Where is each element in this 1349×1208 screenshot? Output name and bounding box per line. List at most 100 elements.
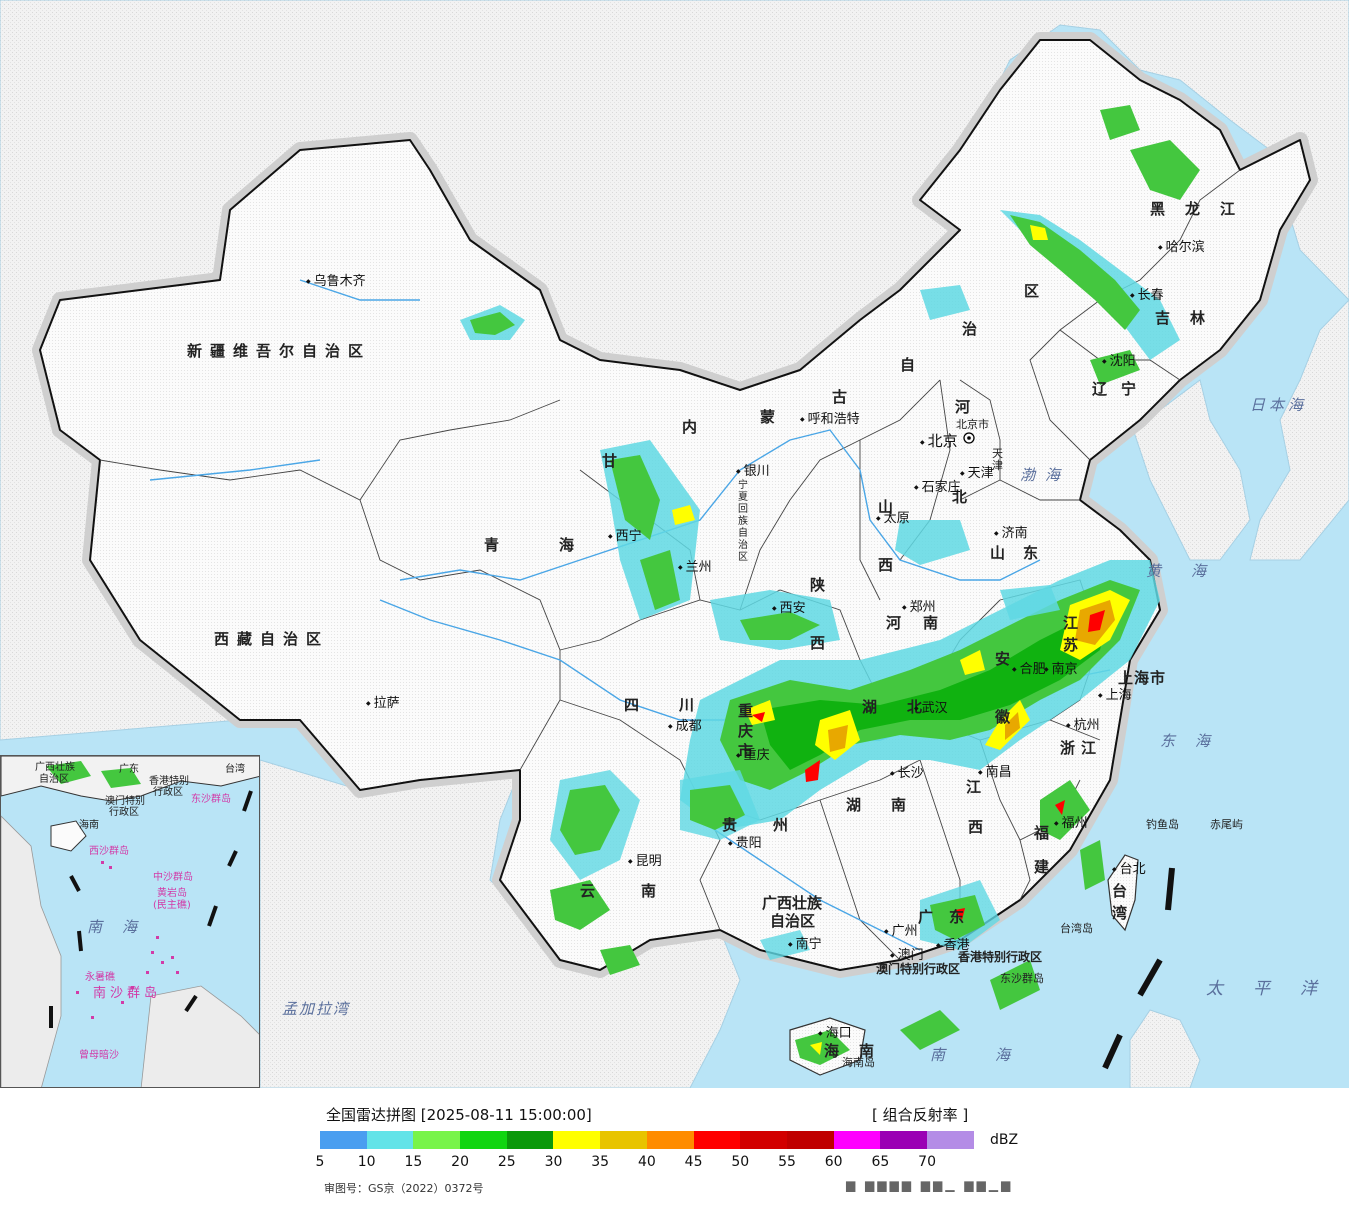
color-swatch-5 (553, 1131, 601, 1149)
city-shanghai: 上海 (1098, 684, 1132, 703)
city-tianjin: 天津 (960, 462, 994, 481)
island-diaoyu: 钓鱼岛 (1146, 818, 1179, 831)
legend-tick: 45 (684, 1154, 703, 1170)
city-huhehaote: 呼和浩特 (800, 408, 860, 427)
legend-tick: 15 (404, 1154, 423, 1170)
legend-tick: 10 (357, 1154, 376, 1170)
province-neimenggu-4: 自 (900, 356, 916, 374)
city-guiyang: 贵阳 (728, 832, 762, 851)
legend-tick: 5 (315, 1154, 325, 1170)
province-shanghai: 上海市 (1118, 669, 1167, 687)
inset-hk: 香港特别 (149, 776, 189, 787)
city-guangzhou: 广州 (884, 920, 918, 939)
inset-zhongsha: 中沙群岛 (153, 872, 193, 883)
city-wuhan: 武汉 (914, 697, 948, 716)
province-hubei: 湖北 (862, 698, 953, 716)
province-neimenggu-1: 内 (682, 418, 698, 436)
city-shenyang: 沈阳 (1102, 350, 1136, 369)
island-taiwan: 台湾岛 (1060, 922, 1093, 935)
city-xian: 西安 (772, 597, 806, 616)
province-anhui: 安徽 (995, 650, 1011, 726)
city-shijiazhuang: 石家庄 (914, 476, 961, 495)
radar-map[interactable]: 新疆维吾尔自治区 西藏自治区 青海 黑龙江 吉林 辽宁 内 蒙 古 自 治 区 … (0, 0, 1349, 1089)
province-guangxi-2: 自治区 (770, 912, 816, 930)
boundary-dashes (1102, 867, 1175, 1070)
color-swatch-4 (506, 1131, 554, 1149)
inset-yongshu: 永暑礁 (85, 972, 115, 983)
city-nanchang: 南昌 (978, 761, 1012, 780)
inset-hainan: 海南 (79, 820, 99, 831)
province-fujian: 福建 (1034, 824, 1050, 876)
legend-tick: 60 (824, 1154, 843, 1170)
color-swatch-3 (460, 1131, 507, 1149)
sea-bohai: 渤海 (1020, 466, 1071, 484)
province-liaoning: 辽宁 (1092, 380, 1151, 398)
source-watermark: ▆ ▆▆▆▆ ▆▆▁ ▆▆▁▆ (846, 1178, 1014, 1192)
color-scale-bar (320, 1131, 974, 1149)
color-swatch-0 (320, 1131, 367, 1149)
city-hangzhou: 杭州 (1066, 714, 1100, 733)
legend-panel: 全国雷达拼图 [2025-08-11 15:00:00] [ 组合反射率 ] d… (0, 1088, 1349, 1208)
province-yunnan: 云南 (580, 882, 703, 900)
legend-unit: dBZ (990, 1132, 1019, 1148)
city-haerbin: 哈尔滨 (1158, 236, 1205, 255)
province-zhejiang: 浙江 (1060, 739, 1103, 757)
sea-pacific: 太平洋 (1206, 979, 1347, 999)
color-swatch-12 (880, 1131, 927, 1149)
city-chengdu: 成都 (668, 715, 702, 734)
province-xinjiang: 新疆维吾尔自治区 (187, 342, 372, 360)
color-swatch-2 (413, 1131, 461, 1149)
city-lanzhou: 兰州 (678, 556, 712, 575)
inset-huangyan: 黄岩岛 (157, 888, 187, 899)
province-hk: 香港特别行政区 (958, 950, 1043, 964)
province-hunan: 湖南 (846, 796, 937, 814)
city-changsha: 长沙 (890, 762, 924, 781)
city-xining: 西宁 (608, 525, 642, 544)
province-gansu: 甘 (602, 452, 618, 470)
legend-tick: 35 (591, 1154, 610, 1170)
color-swatch-1 (366, 1131, 414, 1149)
sea-yellow: 黄海 (1146, 562, 1237, 580)
inset-zengmu: 曾母暗沙 (79, 1050, 119, 1061)
legend-tick: 40 (637, 1154, 656, 1170)
inset-hk-2: 行政区 (153, 787, 183, 798)
province-neimenggu-2: 蒙 (760, 408, 776, 426)
city-yinchuan: 银川 (736, 460, 770, 479)
inset-south-sea: 南海 (87, 918, 158, 936)
city-beijing: 北京 (920, 430, 958, 451)
south-china-sea-inset: 广西壮族 自治区 广东 香港特别 行政区 澳门特别 行政区 台湾 东沙群岛 海南… (0, 755, 260, 1088)
province-tianjin: 天津 (992, 447, 1003, 472)
inset-macau: 澳门特别 (105, 796, 145, 807)
legend-tick: 70 (918, 1154, 937, 1170)
city-nanjing: 南京 (1044, 658, 1078, 677)
color-swatch-13 (926, 1131, 974, 1149)
city-jinan: 济南 (994, 522, 1028, 541)
city-hongkong: 香港 (936, 934, 970, 953)
province-ningxia: 宁夏回族自治区 (738, 480, 748, 563)
legend-ticks: 5 10 15 20 25 30 35 40 45 50 55 60 65 70 (316, 1154, 1020, 1174)
color-swatch-8 (693, 1131, 741, 1149)
legend-tick: 55 (778, 1154, 796, 1170)
sea-bengal: 孟加拉湾 (282, 1000, 351, 1018)
inset-guangxi: 广西壮族 (35, 762, 75, 773)
inset-graphic (1, 756, 259, 1087)
province-sichuan: 四川 (624, 696, 735, 714)
province-jiangsu: 江苏 (1063, 614, 1079, 654)
province-jiangxi-1: 江 (966, 778, 982, 796)
sea-south: 南海 (930, 1046, 1061, 1064)
island-dongsha: 东沙群岛 (1000, 972, 1044, 985)
map-approval-number: 审图号：GS京（2022）0372号 (324, 1182, 484, 1195)
province-jilin: 吉林 (1155, 309, 1226, 327)
foreign-land-japan (1249, 299, 1349, 561)
legend-tick: 30 (544, 1154, 563, 1170)
legend-tick: 25 (497, 1154, 516, 1170)
province-xizang: 西藏自治区 (214, 630, 330, 648)
city-kunming: 昆明 (628, 850, 662, 869)
city-nanning: 南宁 (788, 933, 822, 952)
province-shandong: 山东 (990, 544, 1057, 562)
color-swatch-10 (786, 1131, 834, 1149)
color-swatch-11 (833, 1131, 881, 1149)
city-hefei: 合肥 (1012, 658, 1046, 677)
radar-echoes (460, 105, 1200, 1065)
